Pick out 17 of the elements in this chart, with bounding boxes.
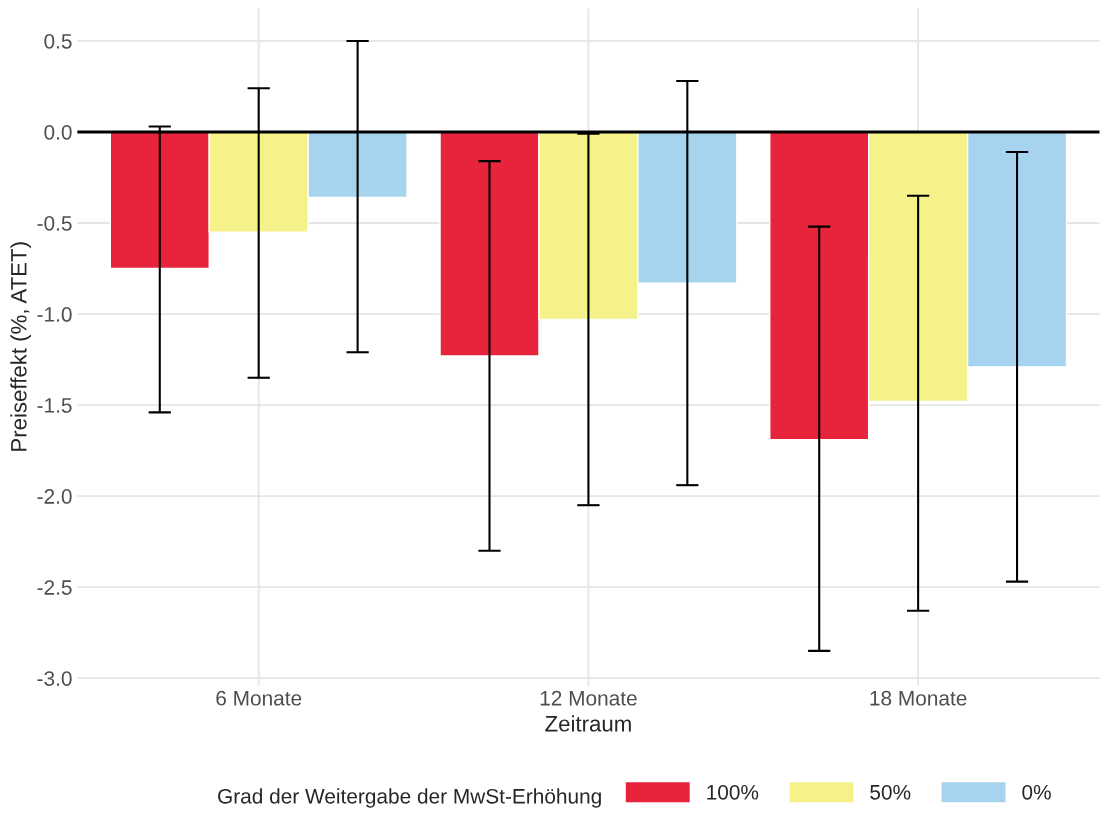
legend-label: 100%: [707, 784, 759, 800]
y-tick-label: 0.0: [44, 124, 72, 140]
x-tick-label: 18 Monate: [870, 690, 967, 706]
x-tick-label: 6 Monate: [216, 690, 302, 706]
y-tick-label: -1.0: [37, 307, 72, 322]
y-tick-label: -3.0: [37, 671, 72, 686]
x-axis-title: Zeitraum: [545, 715, 631, 732]
y-tick-label: -1.5: [37, 398, 72, 413]
legend-label: 0%: [1022, 784, 1051, 800]
y-tick-label: 0.5: [44, 33, 72, 49]
y-tick-label: -2.5: [37, 580, 72, 595]
y-tick-label: -0.5: [37, 216, 72, 231]
legend-title: Grad der Weitergabe der MwSt-Erhöhung: [218, 788, 601, 808]
y-axis-title: Preiseffekt (%, ATET): [10, 242, 32, 451]
x-tick-label: 12 Monate: [540, 690, 637, 706]
y-tick-label: -2.0: [37, 489, 72, 504]
legend-label: 50%: [870, 784, 911, 800]
